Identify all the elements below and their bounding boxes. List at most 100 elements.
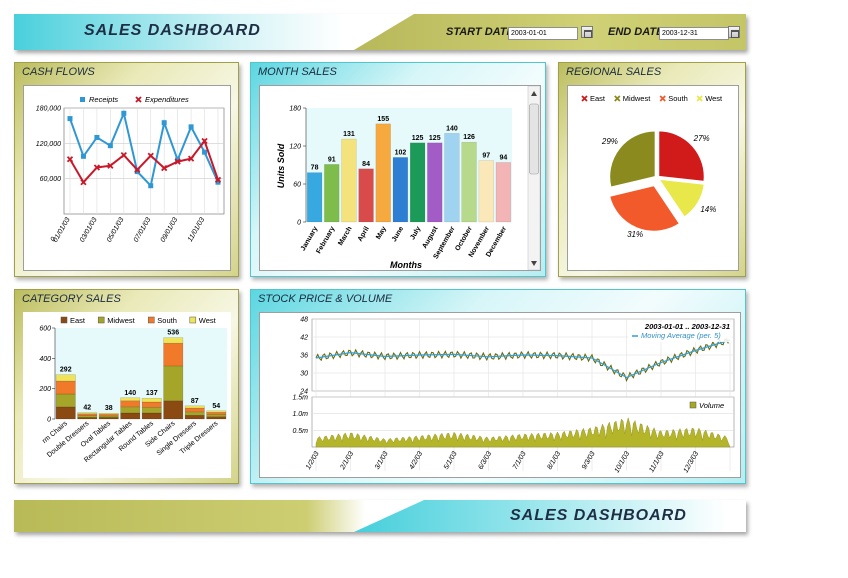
cash-y-tick: 120,000 xyxy=(36,141,61,148)
cash-x-tick: 09/01/03 xyxy=(160,216,180,243)
category-bar-segment xyxy=(163,365,184,402)
regional-sales-panel: REGIONAL SALES 27% 14% 31% 29% East Midwest So… xyxy=(558,62,746,277)
month-sales-chart-frame: 0 60 120 180 78 January 91 February 131 March 84 Ap… xyxy=(259,85,541,271)
cash-series-line-0 xyxy=(69,110,219,188)
stock-x-tick: 5/1/03 xyxy=(443,450,459,470)
category-bar-segment xyxy=(77,413,98,416)
month-bar-label: 94 xyxy=(500,154,508,161)
stock-volume-y-tick: 1.0m xyxy=(292,411,308,418)
stock-price-y-tick: 42 xyxy=(300,335,308,342)
category-total-label: 536 xyxy=(167,330,179,337)
cash-x-tick: 11/01/03 xyxy=(187,216,206,243)
category-bar-segment xyxy=(141,412,162,420)
month-bar-label: 125 xyxy=(412,135,424,142)
month-x-tick: May xyxy=(375,225,388,240)
month-bar xyxy=(324,164,340,223)
pie-slice-label: 31% xyxy=(627,230,643,239)
cash-receipt-point xyxy=(67,116,73,122)
month-bar xyxy=(495,162,512,223)
category-total-label: 140 xyxy=(124,390,136,397)
stock-panel: STOCK PRICE & VOLUME 24 30 36 42 48 2003-01-0… xyxy=(250,289,746,484)
stock-x-tick: 9/3/03 xyxy=(581,450,597,470)
category-legend-swatch xyxy=(97,316,105,324)
cash-expenditure-point xyxy=(214,176,222,183)
cash-receipt-point xyxy=(215,179,221,185)
header-band: SALES DASHBOARD START DATE 2003-01-01 EN… xyxy=(14,14,746,50)
cash-legend-expenditures: Expenditures xyxy=(145,95,189,104)
month-y-tick: 120 xyxy=(289,144,301,151)
category-bar-segment xyxy=(141,397,162,403)
cash-legend-expenditures-swatch xyxy=(135,96,142,103)
pie-slice-east xyxy=(657,129,706,183)
stock-x-tick: 7/1/03 xyxy=(512,450,528,470)
start-date-input[interactable]: 2003-01-01 xyxy=(508,27,578,40)
category-y-tick: 200 xyxy=(38,386,51,393)
month-sales-panel: MONTH SALES 0 60 120 180 78 January 91 February… xyxy=(250,62,546,277)
cash-receipt-point xyxy=(188,124,194,130)
month-bar xyxy=(409,142,426,223)
month-x-tick: March xyxy=(337,226,353,247)
cash-expenditure-point xyxy=(161,164,168,172)
stock-x-tick: 10/1/03 xyxy=(613,450,631,474)
stock-x-tick: 1/2/03 xyxy=(305,450,321,470)
category-total-label: 38 xyxy=(105,405,113,412)
month-bar-label: 131 xyxy=(343,131,355,138)
stock-moving-average-line xyxy=(315,339,731,379)
cash-expenditure-point xyxy=(107,162,114,169)
start-date-label: START DATE xyxy=(446,26,514,38)
cash-receipt-point xyxy=(121,110,127,116)
category-bar-segment xyxy=(163,400,184,420)
cash-receipt-point xyxy=(94,134,100,140)
stock-price-y-tick: 30 xyxy=(300,371,308,378)
stock-volume-area xyxy=(315,416,731,448)
month-bar xyxy=(478,160,494,223)
stock-x-tick: 3/1/03 xyxy=(374,450,390,470)
category-bar-segment xyxy=(163,337,184,344)
end-date-calendar-icon[interactable] xyxy=(728,26,740,38)
category-bar-segment xyxy=(120,406,141,414)
category-bar-segment xyxy=(184,405,205,409)
category-legend-label: Midwest xyxy=(107,316,135,325)
category-legend-swatch xyxy=(148,316,155,324)
month-sales-title: MONTH SALES xyxy=(258,66,337,78)
month-bar-label: 102 xyxy=(395,149,407,156)
category-total-label: 42 xyxy=(83,405,91,412)
stock-price-y-tick: 24 xyxy=(299,389,308,396)
stock-price-y-tick: 48 xyxy=(300,317,308,324)
cash-receipt-point xyxy=(134,169,140,175)
start-date-calendar-icon[interactable] xyxy=(581,26,593,38)
cash-y-zero-label: 0 xyxy=(50,236,58,243)
regional-sales-title: REGIONAL SALES xyxy=(566,66,662,78)
month-bar-label: 126 xyxy=(463,134,475,141)
category-bar-segment xyxy=(206,412,227,415)
category-plot-area xyxy=(55,328,227,419)
month-scroll-down-icon xyxy=(531,261,537,266)
category-bar-segment xyxy=(184,411,205,416)
category-bar-segment xyxy=(55,380,76,395)
category-total-label: 54 xyxy=(212,403,220,410)
cash-receipt-point xyxy=(175,157,181,163)
cash-flows-panel: CASH FLOWS 60,000 120,000 180,000 0 Receipts… xyxy=(14,62,239,277)
category-total-label: 87 xyxy=(191,398,199,405)
cash-legend-receipts: Receipts xyxy=(89,95,118,104)
category-legend-label: South xyxy=(157,316,177,325)
month-bar-label: 97 xyxy=(482,153,490,160)
month-y-axis-title: Units Sold xyxy=(276,143,286,188)
cash-receipt-point xyxy=(202,149,208,155)
category-bar-segment xyxy=(206,410,227,413)
cash-x-tick: 07/01/03 xyxy=(133,216,153,243)
month-y-tick: 60 xyxy=(293,182,301,189)
month-x-axis-title: Months xyxy=(390,260,422,270)
stock-price-y-tick: 36 xyxy=(300,353,308,360)
category-bar-segment xyxy=(141,401,162,408)
cash-receipt-point xyxy=(107,143,113,149)
pie-legend-label: South xyxy=(668,94,688,103)
cash-y-tick: 60,000 xyxy=(40,176,62,183)
stock-x-tick: 4/2/03 xyxy=(408,450,424,470)
month-x-tick: August xyxy=(421,225,439,250)
end-date-input[interactable]: 2003-12-31 xyxy=(659,27,729,40)
category-sales-panel: CATEGORY SALES 0 200 400 600 292 rm Chairs 42 D… xyxy=(14,289,239,484)
category-bar-segment xyxy=(163,342,184,367)
category-bar-segment xyxy=(98,412,119,415)
